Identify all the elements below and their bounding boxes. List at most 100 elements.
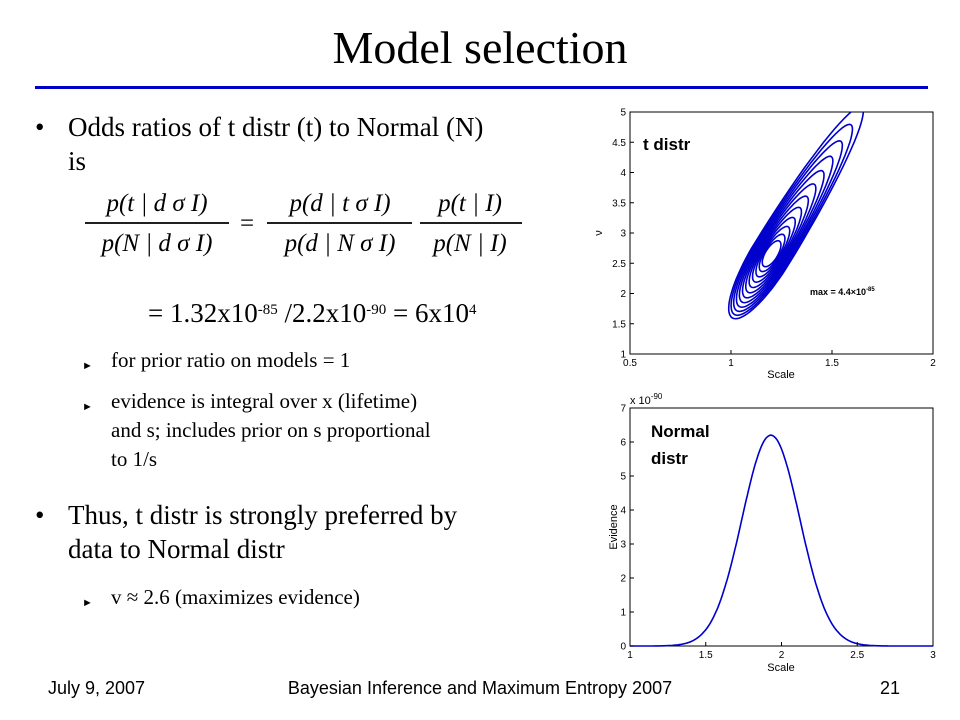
result-exp1: -85	[257, 302, 278, 318]
plot2-y-tick-label: 4	[620, 506, 626, 517]
result-eq: = 6x10	[386, 298, 469, 328]
footer-page-number: 21	[880, 678, 901, 698]
plot1-contour-level	[748, 206, 803, 289]
plot1-annotation-text: max = 4.4×10	[810, 287, 866, 297]
t-distr-contour-plot: 0.5 1 1.5 2 11.522.533.544.55 Scale ν max =…	[593, 108, 936, 382]
plot1-contour-group	[727, 112, 864, 320]
eq-lhs-denominator: p(N | d σ I)	[100, 230, 213, 257]
plot2-y-ticks: 0 1 2 3 4 5 6 7	[620, 404, 634, 653]
subbullet-prior-text: for prior ratio on models = 1	[111, 348, 351, 372]
right-pointer-arrow-icon: ►	[82, 401, 93, 413]
subbullet-evidence-line3: to 1/s	[111, 447, 158, 471]
right-pointer-arrow-icon: ►	[82, 597, 93, 609]
plot2-multiplier-exp: -90	[651, 392, 663, 401]
bullet-odds-line1: Odds ratios of t distr (t) to Normal (N)	[68, 112, 484, 142]
bullet-conclusion-line1: Thus, t distr is strongly preferred by	[68, 500, 458, 530]
eq-rhs2-denominator: p(N | I)	[431, 230, 507, 257]
result-exp2: -90	[366, 302, 387, 318]
plot2-y-tick-label: 6	[620, 438, 626, 449]
plot1-y-ticks: 1 1.5 2 2.5 3 3.5 4 4.5 5	[612, 108, 634, 361]
footer-date: July 9, 2007	[48, 678, 146, 698]
plot1-contour-level	[751, 216, 796, 284]
plot1-annotation: max = 4.4×10-85	[810, 287, 875, 297]
plot1-contour-level	[738, 169, 825, 304]
eq-rhs1-denominator: p(d | N σ I)	[283, 230, 396, 257]
plot1-y-tick-label: 1	[620, 350, 626, 361]
plot1-y-tick-label: 2	[620, 289, 626, 300]
right-pointer-arrow-icon: ►	[82, 360, 93, 372]
subbullet-evidence-line2: and s; includes prior on s proportional	[111, 418, 431, 442]
bullet-odds-line2: is	[68, 146, 87, 176]
plot1-y-tick-label: 1.5	[612, 319, 626, 330]
plot2-panel-label-line2: distr	[651, 449, 688, 468]
plot1-annotation-exp: -85	[866, 287, 875, 293]
eq-rhs2-numerator: p(t | I)	[436, 190, 502, 217]
plot2-y-tick-label: 1	[620, 608, 626, 619]
bullet-conclusion-line2: data to Normal distr	[68, 534, 285, 564]
eq-rhs1-numerator: p(d | t σ I)	[287, 190, 390, 217]
plot1-contour-level	[741, 183, 817, 299]
plot1-xlabel: Scale	[767, 369, 795, 381]
plot2-xlabel: Scale	[767, 662, 795, 674]
plot2-ylabel: Evidence	[608, 504, 620, 549]
odds-result: = 1.32x10-85 /2.2x10-90 = 6x104	[148, 296, 476, 330]
plot1-x-tick-label: 1.5	[825, 358, 839, 369]
result-mid: /2.2x10	[277, 298, 367, 328]
subbullet-prior-ratio: ► for prior ratio on models = 1	[82, 346, 572, 376]
plot2-panel-label-line1: Normal	[651, 422, 710, 441]
plot1-contour-level	[758, 233, 786, 273]
slide-title: Model selection	[332, 22, 628, 73]
bullet-conclusion: • Thus, t distr is strongly preferred by…	[35, 498, 580, 568]
plot2-x-tick-label: 3	[930, 650, 936, 661]
plot1-x-tick-label: 0.5	[623, 358, 637, 369]
footer-conference: Bayesian Inference and Maximum Entropy 2…	[287, 678, 673, 698]
plot1-contours	[727, 112, 864, 320]
bullet-icon: •	[35, 500, 45, 530]
plot2-y-tick-label: 0	[620, 642, 626, 653]
result-exp3: 4	[468, 302, 477, 318]
plot1-axes-box	[629, 111, 934, 355]
plot1-contour-level	[761, 239, 782, 268]
plot1-panel-label: t distr	[643, 135, 691, 154]
plot1-y-tick-label: 4.5	[612, 138, 626, 149]
plot2-y-tick-label: 7	[620, 404, 626, 415]
plot1-y-tick-label: 4	[620, 168, 626, 179]
subbullet-nu: ► v ≈ 2.6 (maximizes evidence)	[82, 583, 572, 613]
plot1-x-tick-label: 1	[728, 358, 734, 369]
plot1-contour-level	[732, 139, 844, 313]
plot2-panel-label: Normal distr	[651, 421, 710, 469]
plot2-multiplier: x 10-90	[630, 392, 663, 407]
plot1-x-ticks: 0.5 1 1.5 2	[623, 350, 936, 369]
subbullet-evidence-line1: evidence is integral over x (lifetime)	[111, 389, 418, 413]
result-prefix: = 1.32x10	[148, 298, 258, 328]
plot2-evidence-line	[630, 434, 933, 647]
title-rule	[35, 86, 928, 89]
eq-lhs-numerator: p(t | d σ I)	[104, 190, 207, 217]
plot1-contour-level	[730, 123, 854, 317]
plot2-x-ticks: 1 1.5 2 2.5 3	[627, 642, 936, 661]
plot1-contour-level	[755, 225, 791, 278]
plot2-x-tick-label: 2.5	[850, 650, 864, 661]
plot1-ylabel: ν	[593, 230, 605, 236]
plot2-y-tick-label: 3	[620, 540, 626, 551]
bullet-odds-ratio: • Odds ratios of t distr (t) to Normal (…	[35, 110, 580, 180]
plot2-multiplier-text: x 10	[630, 395, 651, 407]
plot2-y-tick-label: 2	[620, 574, 626, 585]
plot1-y-tick-label: 5	[620, 108, 626, 119]
odds-equation: p(t | d σ I) p(N | d σ I) = p(d | t σ I)…	[85, 190, 522, 257]
subbullet-nu-text: v ≈ 2.6 (maximizes evidence)	[111, 585, 360, 609]
plot2-x-tick-label: 2	[779, 650, 785, 661]
plot2-x-tick-label: 1	[627, 650, 633, 661]
plot1-x-tick-label: 2	[930, 358, 936, 369]
eq-equals: =	[240, 210, 254, 237]
plot1-y-tick-label: 3.5	[612, 198, 626, 209]
bullet-icon: •	[35, 112, 45, 142]
plot2-y-tick-label: 5	[620, 472, 626, 483]
plot1-y-tick-label: 2.5	[612, 259, 626, 270]
plot1-contour-level	[735, 155, 834, 309]
subbullet-evidence: ► evidence is integral over x (lifetime)…	[82, 387, 572, 477]
plot2-x-tick-label: 1.5	[699, 650, 713, 661]
plot1-contour-level	[745, 195, 810, 294]
plot2-curve	[630, 434, 933, 647]
